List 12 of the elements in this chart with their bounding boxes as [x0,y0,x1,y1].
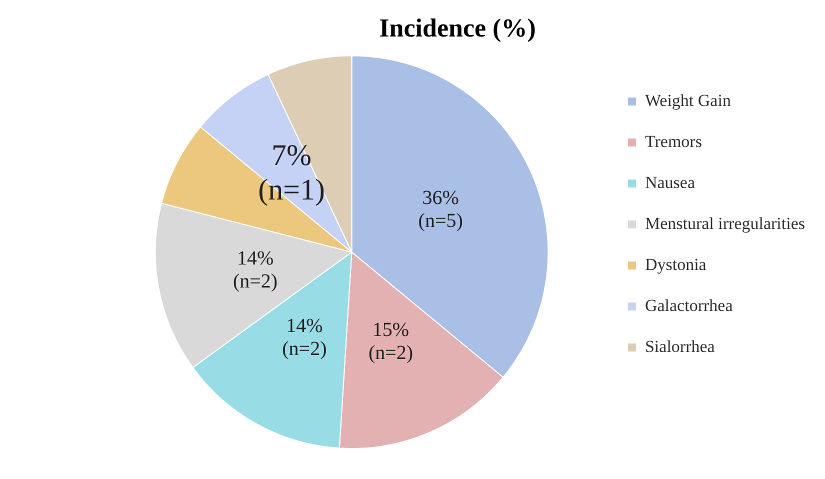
legend-label: Galactorrhea [644,296,734,315]
legend-label: Sialorrhea [644,336,716,356]
legend-label: Menstural irregularities [644,214,805,233]
legend-label: Tremors [644,132,702,151]
legend-label: Nausea [644,172,696,192]
data-label: 14% (n=2) [232,247,278,292]
legend-label: Dystonia [644,254,707,274]
data-label: 15% (n=2) [368,318,414,364]
data-label: 14% (n=2) [282,314,327,360]
legend-label: Weight Gain [644,90,732,110]
chart-title: Incidence (%) [379,13,536,42]
data-label: 36% (n=5) [418,187,463,232]
